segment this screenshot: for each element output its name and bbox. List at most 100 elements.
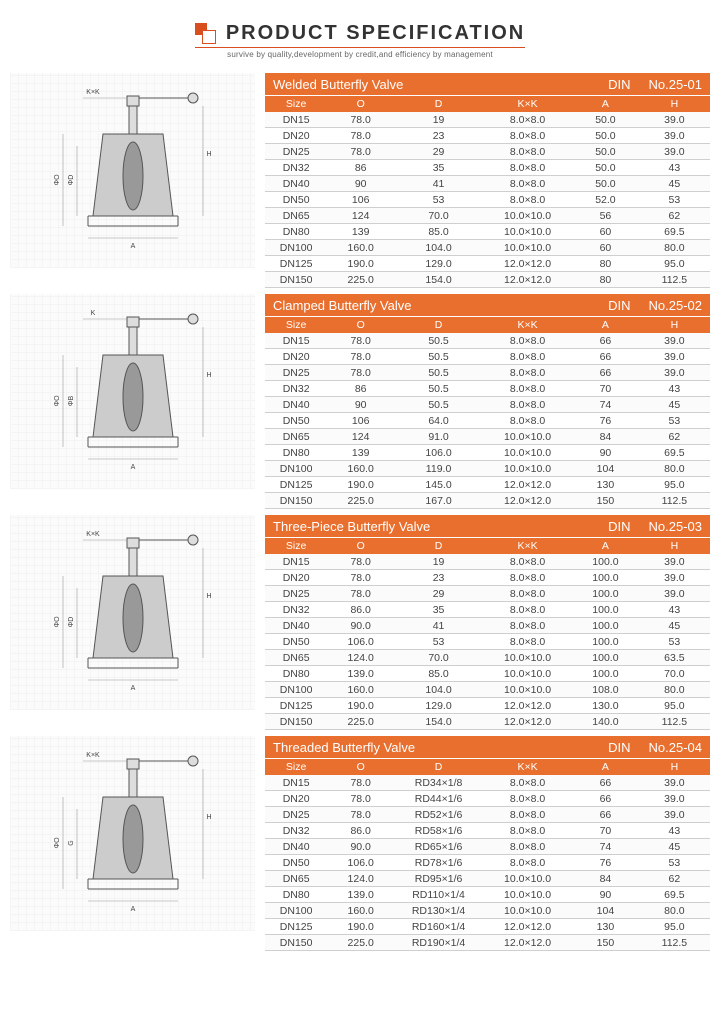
table-row: DN125190.0129.012.0×12.08095.0 bbox=[265, 256, 710, 272]
table-cell: 190.0 bbox=[327, 919, 394, 935]
table-cell: 10.0×10.0 bbox=[483, 871, 572, 887]
table-cell: 10.0×10.0 bbox=[483, 240, 572, 256]
svg-text:A: A bbox=[130, 685, 135, 692]
table-cell: 112.5 bbox=[639, 935, 710, 951]
table-cell: 10.0×10.0 bbox=[483, 887, 572, 903]
table-cell: 8.0×8.0 bbox=[483, 570, 572, 586]
table-cell: 86 bbox=[327, 381, 394, 397]
svg-text:ΦO: ΦO bbox=[54, 394, 61, 406]
table-cell: 86.0 bbox=[327, 602, 394, 618]
table-cell: 8.0×8.0 bbox=[483, 381, 572, 397]
table-cell: RD110×1/4 bbox=[394, 887, 483, 903]
table-cell: 86.0 bbox=[327, 823, 394, 839]
table-cell: 10.0×10.0 bbox=[483, 682, 572, 698]
table-cell: 78.0 bbox=[327, 807, 394, 823]
table-cell: 112.5 bbox=[639, 272, 710, 288]
table-cell: 50.5 bbox=[394, 365, 483, 381]
table-cell: 39.0 bbox=[639, 570, 710, 586]
table-cell: 10.0×10.0 bbox=[483, 429, 572, 445]
table-row: DN1578.0198.0×8.0100.039.0 bbox=[265, 554, 710, 570]
table-cell: 124.0 bbox=[327, 871, 394, 887]
section-row: K ΦO ΦB H A Clamped Butterfly Valve DIN … bbox=[10, 294, 710, 509]
table-cell: 100.0 bbox=[572, 634, 639, 650]
table-title-bar: Welded Butterfly Valve DIN No.25-01 bbox=[265, 73, 710, 95]
table-cell: 35 bbox=[394, 602, 483, 618]
table-cell: 8.0×8.0 bbox=[483, 855, 572, 871]
table-number: No.25-01 bbox=[649, 77, 702, 92]
table-cell: 78.0 bbox=[327, 112, 394, 128]
table-cell: 160.0 bbox=[327, 240, 394, 256]
table-cell: 50.5 bbox=[394, 381, 483, 397]
table-title: Welded Butterfly Valve bbox=[273, 77, 608, 92]
table-cell: 112.5 bbox=[639, 493, 710, 509]
table-cell: DN20 bbox=[265, 791, 327, 807]
table-cell: 104.0 bbox=[394, 682, 483, 698]
table-col-header: A bbox=[572, 96, 639, 113]
table-cell: 12.0×12.0 bbox=[483, 272, 572, 288]
table-cell: DN80 bbox=[265, 224, 327, 240]
svg-text:H: H bbox=[206, 814, 211, 821]
spec-table-container: Threaded Butterfly Valve DIN No.25-04Siz… bbox=[265, 736, 710, 951]
table-cell: DN65 bbox=[265, 208, 327, 224]
table-col-header: H bbox=[639, 96, 710, 113]
table-cell: 190.0 bbox=[327, 256, 394, 272]
table-cell: 43 bbox=[639, 381, 710, 397]
table-cell: 62 bbox=[639, 429, 710, 445]
table-row: DN3286.0RD58×1/68.0×8.07043 bbox=[265, 823, 710, 839]
table-cell: 8.0×8.0 bbox=[483, 128, 572, 144]
table-cell: DN25 bbox=[265, 586, 327, 602]
table-cell: 53 bbox=[639, 855, 710, 871]
table-cell: 12.0×12.0 bbox=[483, 714, 572, 730]
table-cell: 41 bbox=[394, 176, 483, 192]
table-cell: 8.0×8.0 bbox=[483, 365, 572, 381]
table-number: No.25-04 bbox=[649, 740, 702, 755]
table-cell: 78.0 bbox=[327, 128, 394, 144]
table-cell: DN65 bbox=[265, 871, 327, 887]
table-row: DN1578.050.58.0×8.06639.0 bbox=[265, 333, 710, 349]
table-cell: 167.0 bbox=[394, 493, 483, 509]
table-cell: 10.0×10.0 bbox=[483, 666, 572, 682]
table-cell: 50.0 bbox=[572, 128, 639, 144]
table-cell: 129.0 bbox=[394, 698, 483, 714]
table-cell: 12.0×12.0 bbox=[483, 256, 572, 272]
table-cell: 8.0×8.0 bbox=[483, 413, 572, 429]
table-title: Three-Piece Butterfly Valve bbox=[273, 519, 608, 534]
table-cell: 130 bbox=[572, 919, 639, 935]
svg-text:H: H bbox=[206, 593, 211, 600]
section-row: K×K ΦO G H A Threaded Butterfly Valve DI… bbox=[10, 736, 710, 951]
table-cell: 90.0 bbox=[327, 618, 394, 634]
table-row: DN50106538.0×8.052.053 bbox=[265, 192, 710, 208]
table-title: Threaded Butterfly Valve bbox=[273, 740, 608, 755]
table-cell: RD58×1/6 bbox=[394, 823, 483, 839]
table-cell: 53 bbox=[639, 413, 710, 429]
table-cell: DN150 bbox=[265, 493, 327, 509]
svg-text:ΦO: ΦO bbox=[54, 615, 61, 627]
table-number: No.25-02 bbox=[649, 298, 702, 313]
table-cell: 78.0 bbox=[327, 333, 394, 349]
table-col-header: K×K bbox=[483, 96, 572, 113]
table-standard: DIN bbox=[608, 740, 630, 755]
table-cell: 8.0×8.0 bbox=[483, 397, 572, 413]
table-cell: 8.0×8.0 bbox=[483, 554, 572, 570]
table-cell: 78.0 bbox=[327, 791, 394, 807]
table-cell: 8.0×8.0 bbox=[483, 144, 572, 160]
table-row: DN2078.0238.0×8.0100.039.0 bbox=[265, 570, 710, 586]
table-cell: 39.0 bbox=[639, 554, 710, 570]
table-cell: DN50 bbox=[265, 855, 327, 871]
table-cell: 78.0 bbox=[327, 554, 394, 570]
table-row: DN2578.0RD52×1/68.0×8.06639.0 bbox=[265, 807, 710, 823]
table-cell: DN50 bbox=[265, 634, 327, 650]
table-cell: 100.0 bbox=[572, 570, 639, 586]
table-col-header: D bbox=[394, 538, 483, 555]
table-cell: 150 bbox=[572, 493, 639, 509]
table-row: DN80139.085.010.0×10.0100.070.0 bbox=[265, 666, 710, 682]
table-cell: 90 bbox=[327, 397, 394, 413]
table-cell: 80.0 bbox=[639, 461, 710, 477]
table-cell: DN125 bbox=[265, 256, 327, 272]
table-row: DN4090.0RD65×1/68.0×8.07445 bbox=[265, 839, 710, 855]
table-col-header: A bbox=[572, 538, 639, 555]
table-cell: 100.0 bbox=[572, 602, 639, 618]
table-cell: 66 bbox=[572, 791, 639, 807]
svg-text:K×K: K×K bbox=[86, 752, 100, 759]
table-row: DN150225.0RD190×1/412.0×12.0150112.5 bbox=[265, 935, 710, 951]
